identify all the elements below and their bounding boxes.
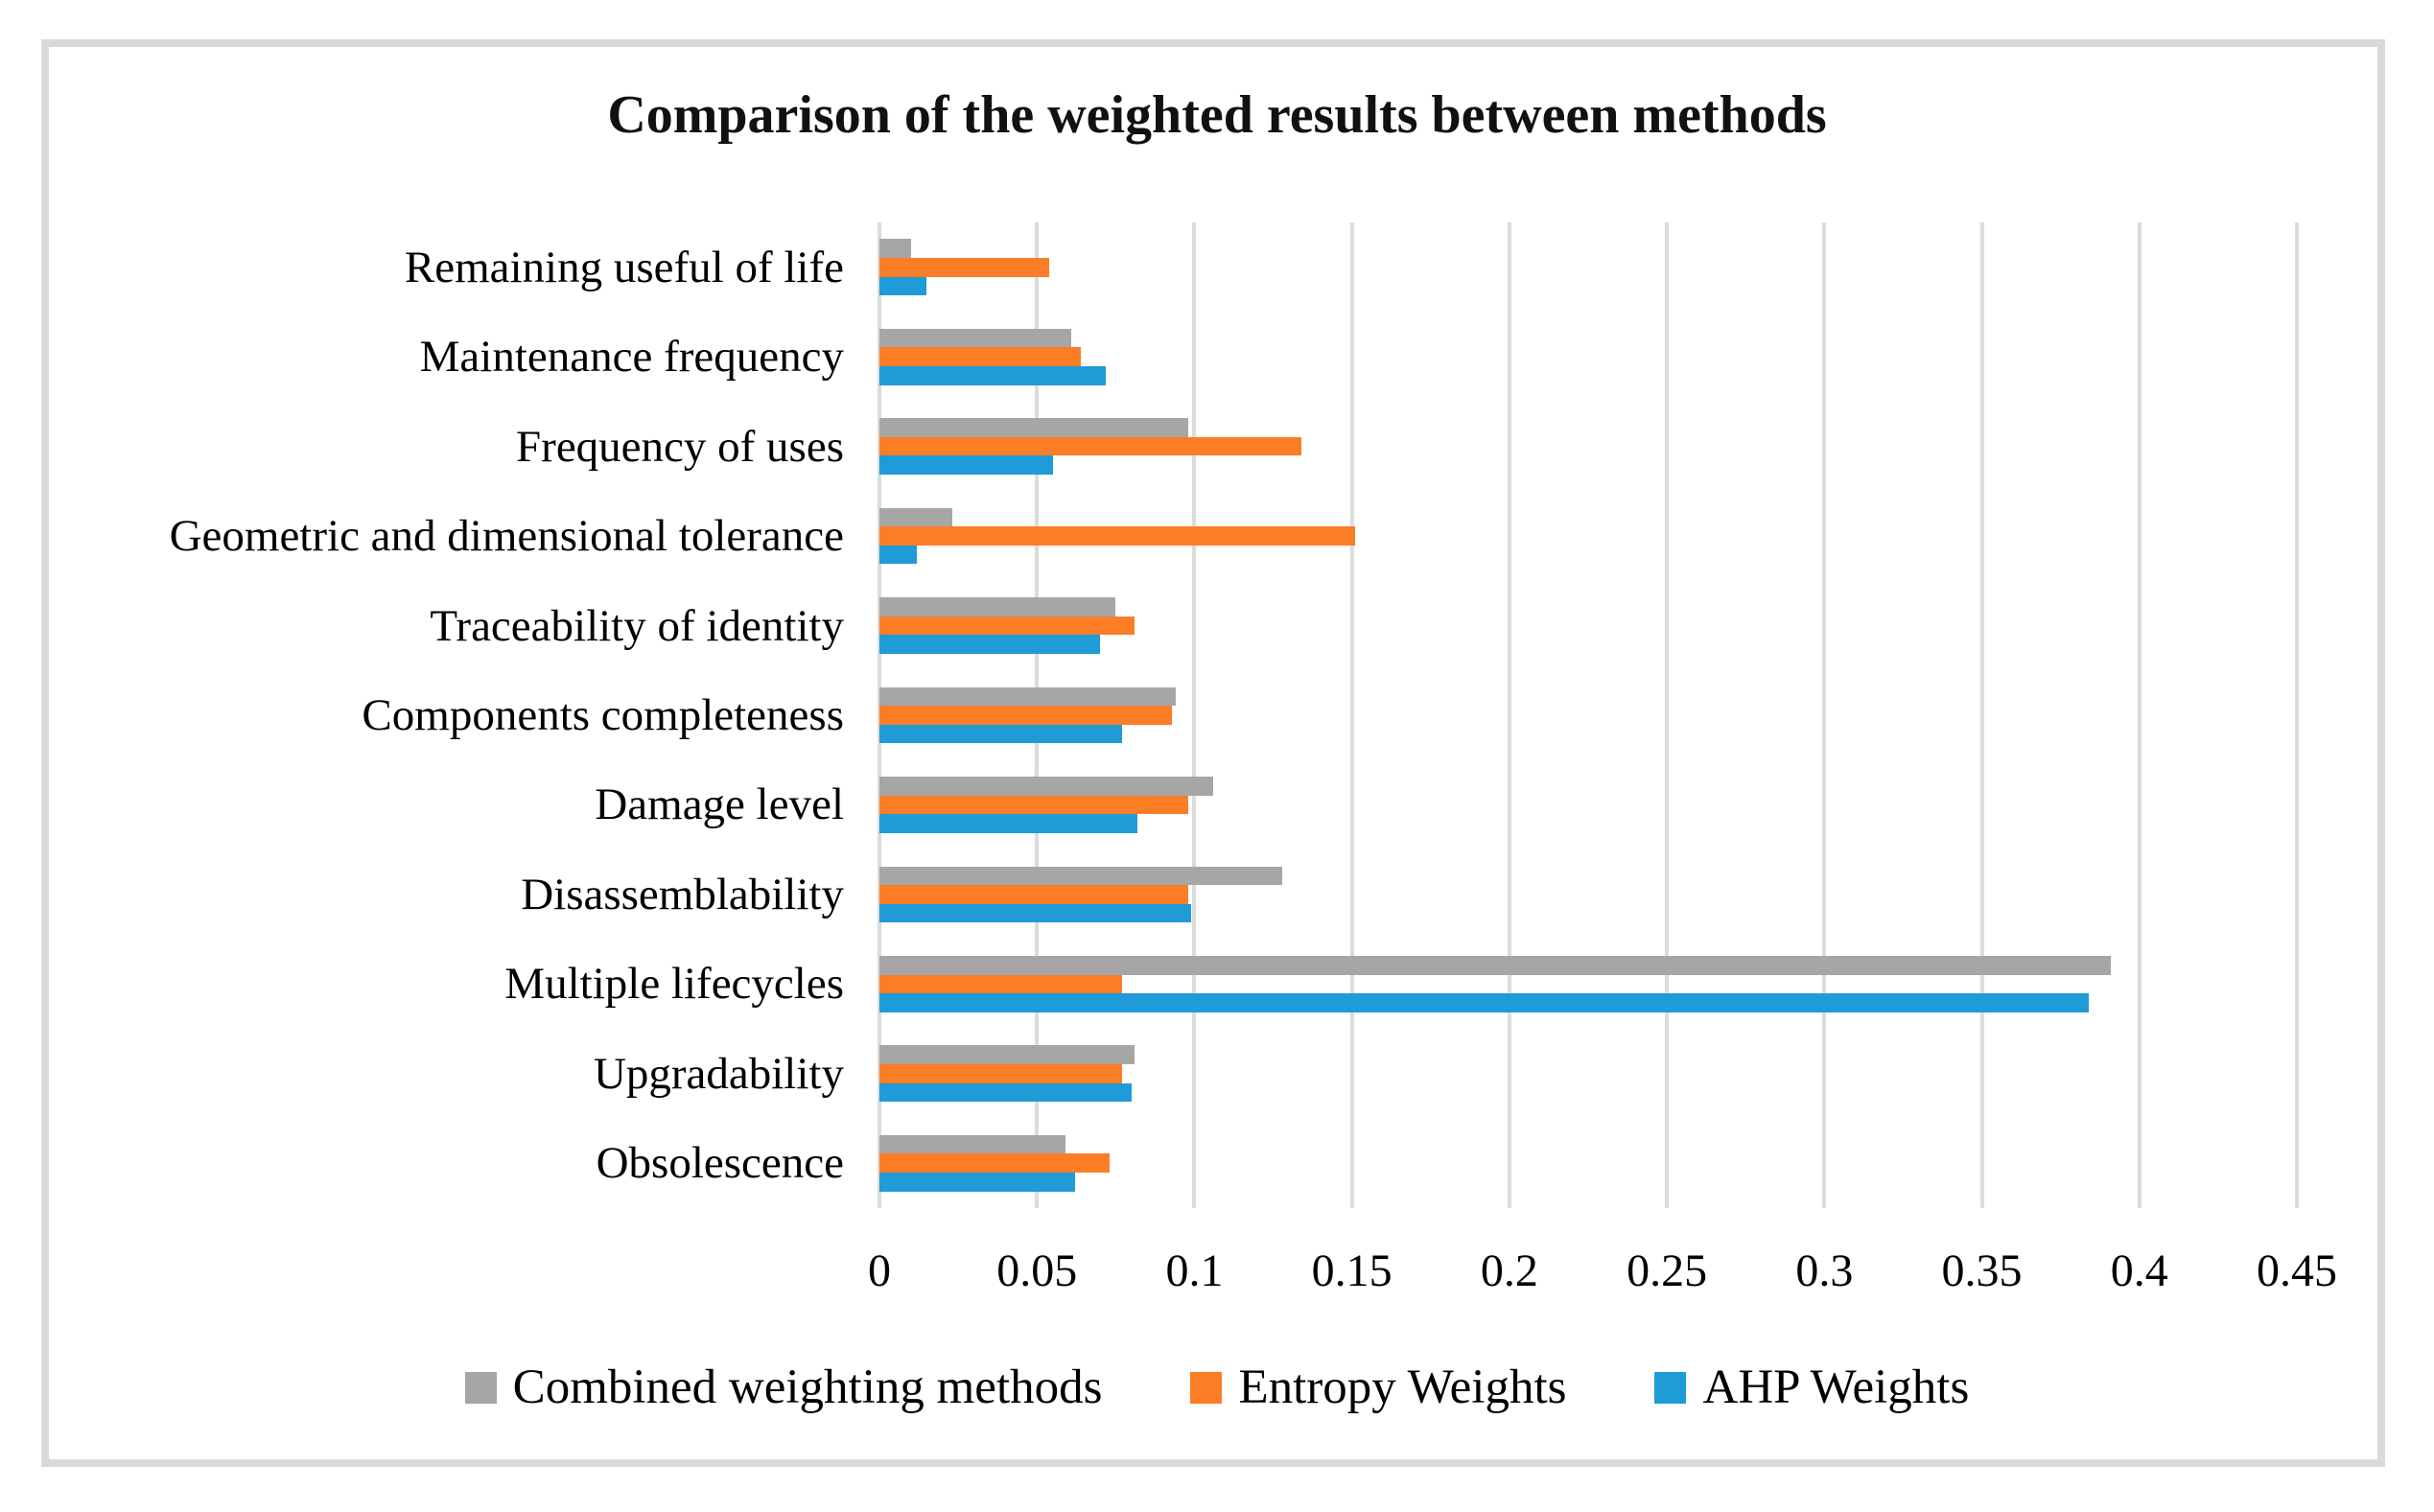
bar-ahp-9 bbox=[879, 1082, 1132, 1103]
category-label: Traceability of identity bbox=[430, 600, 844, 651]
bar-combined-0 bbox=[879, 239, 911, 258]
x-tick-label: 0 bbox=[868, 1245, 891, 1296]
legend-swatch-ahp bbox=[1654, 1371, 1687, 1404]
gridline-0.1 bbox=[1192, 222, 1197, 1208]
category-label: Frequency of uses bbox=[516, 421, 844, 472]
gridline-0.15 bbox=[1349, 222, 1354, 1208]
bar-combined-2 bbox=[879, 418, 1188, 437]
bar-ahp-4 bbox=[879, 635, 1100, 654]
bar-combined-3 bbox=[879, 507, 952, 527]
x-tick-label: 0.45 bbox=[2257, 1245, 2337, 1296]
bar-entropy-10 bbox=[879, 1153, 1110, 1174]
x-axis-tick-labels: 0 0.05 0.1 0.15 0.2 0.25 0.3 0.35 0.4 0.45 bbox=[0, 1244, 2434, 1302]
bar-entropy-9 bbox=[879, 1064, 1122, 1083]
bar-combined-7 bbox=[879, 866, 1283, 886]
bar-combined-10 bbox=[879, 1134, 1065, 1154]
legend-label-combined: Combined weighting methods bbox=[512, 1361, 1103, 1414]
bar-entropy-4 bbox=[879, 616, 1135, 636]
legend-item-entropy: Entropy Weights bbox=[1190, 1360, 1566, 1415]
bar-entropy-5 bbox=[879, 706, 1173, 725]
gridline-0.45 bbox=[2295, 222, 2299, 1208]
bar-combined-6 bbox=[879, 777, 1214, 796]
legend-item-combined: Combined weighting methods bbox=[464, 1360, 1103, 1415]
bar-entropy-7 bbox=[879, 885, 1188, 904]
chart-title: Comparison of the weighted results betwe… bbox=[607, 85, 1827, 145]
bar-entropy-1 bbox=[879, 347, 1082, 366]
bar-entropy-8 bbox=[879, 974, 1122, 994]
bar-ahp-8 bbox=[879, 993, 2090, 1012]
legend-item-ahp: AHP Weights bbox=[1654, 1360, 1969, 1415]
legend: Combined weighting methods Entropy Weight… bbox=[0, 1360, 2434, 1415]
x-tick-label: 0.1 bbox=[1165, 1245, 1224, 1296]
bar-ahp-5 bbox=[879, 724, 1122, 744]
x-tick-label: 0.3 bbox=[1795, 1245, 1854, 1296]
bar-combined-5 bbox=[879, 686, 1176, 707]
bar-entropy-0 bbox=[879, 257, 1050, 277]
bar-ahp-1 bbox=[879, 365, 1107, 385]
bar-ahp-2 bbox=[879, 455, 1053, 476]
gridline-0.4 bbox=[2137, 222, 2141, 1208]
plot-area bbox=[878, 222, 2299, 1208]
category-label: Geometric and dimensional tolerance bbox=[169, 511, 844, 562]
legend-label-entropy: Entropy Weights bbox=[1238, 1361, 1567, 1414]
bar-combined-1 bbox=[879, 328, 1072, 348]
x-tick-label: 0.35 bbox=[1941, 1245, 2023, 1296]
x-tick-label: 0.2 bbox=[1480, 1245, 1538, 1296]
bar-ahp-3 bbox=[879, 545, 918, 565]
x-tick-label: 0.4 bbox=[2110, 1245, 2168, 1296]
category-label: Components completeness bbox=[362, 690, 844, 740]
gridline-0.3 bbox=[1822, 222, 1827, 1208]
bar-ahp-7 bbox=[879, 903, 1192, 923]
category-label: Maintenance frequency bbox=[419, 332, 844, 383]
x-tick-label: 0.05 bbox=[996, 1245, 1078, 1296]
bar-combined-9 bbox=[879, 1045, 1135, 1064]
gridline-0.35 bbox=[1979, 222, 1984, 1208]
bar-combined-4 bbox=[879, 597, 1116, 616]
legend-swatch-entropy bbox=[1190, 1371, 1223, 1404]
category-label: Multiple lifecycles bbox=[504, 959, 844, 1010]
category-label: Upgradability bbox=[593, 1048, 844, 1099]
category-label: Damage level bbox=[595, 779, 844, 830]
category-label: Disassemblability bbox=[521, 869, 844, 919]
x-tick-label: 0.15 bbox=[1311, 1245, 1393, 1296]
x-tick-label: 0.25 bbox=[1627, 1245, 1708, 1296]
bar-ahp-0 bbox=[879, 276, 927, 296]
figure-border-frame bbox=[41, 39, 2385, 1467]
bar-combined-8 bbox=[879, 955, 2112, 975]
legend-swatch-combined bbox=[464, 1371, 497, 1404]
legend-label-ahp: AHP Weights bbox=[1702, 1361, 1970, 1414]
bar-entropy-6 bbox=[879, 795, 1188, 815]
bar-entropy-3 bbox=[879, 526, 1355, 546]
bar-ahp-10 bbox=[879, 1173, 1075, 1192]
category-label: Remaining useful of life bbox=[404, 242, 844, 292]
gridline-0.2 bbox=[1507, 222, 1511, 1208]
bar-ahp-6 bbox=[879, 814, 1138, 833]
bar-entropy-2 bbox=[879, 436, 1302, 456]
category-label: Obsolescence bbox=[596, 1138, 844, 1189]
y-axis-category-labels: Remaining useful of life Maintenance freq… bbox=[48, 222, 844, 1208]
gridline-0.25 bbox=[1665, 222, 1670, 1208]
